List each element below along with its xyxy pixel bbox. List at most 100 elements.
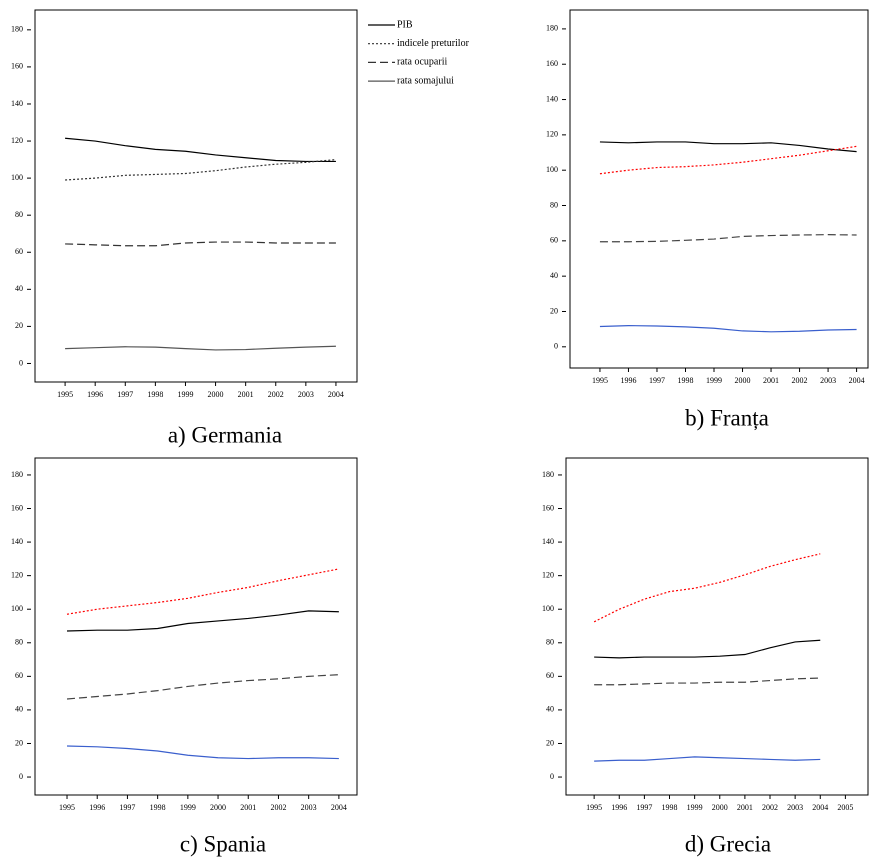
y-tick-label: 100: [542, 604, 554, 613]
series-line: [67, 610, 339, 632]
y-tick-label: 140: [542, 537, 554, 546]
y-tick-label: 180: [546, 24, 558, 33]
x-tick-label: 1998: [662, 803, 678, 812]
x-tick-label: 1995: [592, 376, 608, 385]
x-tick-label: 2000: [208, 390, 224, 399]
x-tick-label: 2001: [763, 376, 779, 385]
y-tick-label: 60: [15, 247, 23, 256]
legend-label: rata somajului: [397, 75, 454, 86]
x-tick-label: 1999: [706, 376, 722, 385]
x-tick-label: 2004: [812, 803, 828, 812]
x-tick-label: 2004: [849, 376, 865, 385]
y-tick-label: 80: [546, 638, 554, 647]
series-line: [599, 145, 857, 175]
chart-caption: b) Franța: [685, 405, 769, 430]
x-tick-label: 1999: [177, 390, 193, 399]
chart-caption: c) Spania: [180, 831, 266, 856]
y-tick-label: 60: [15, 671, 23, 680]
y-tick-label: 120: [542, 570, 554, 579]
y-tick-label: 120: [11, 136, 23, 145]
y-tick-label: 80: [15, 638, 23, 647]
y-tick-label: 40: [15, 284, 23, 293]
chart-caption: d) Grecia: [685, 831, 771, 856]
x-tick-label: 2003: [301, 803, 317, 812]
x-tick-label: 2002: [762, 803, 778, 812]
y-tick-label: 100: [11, 604, 23, 613]
y-tick-label: 180: [542, 470, 554, 479]
y-tick-label: 180: [11, 25, 23, 34]
y-tick-label: 140: [11, 99, 23, 108]
x-tick-label: 2001: [737, 803, 753, 812]
plot-frame: [34, 9, 358, 383]
y-tick-label: 20: [15, 321, 23, 330]
series-line: [65, 158, 336, 181]
x-tick-label: 2001: [238, 390, 254, 399]
series-line: [67, 745, 339, 760]
y-tick-label: 160: [11, 503, 23, 512]
series-line: [599, 141, 857, 153]
legend-label: PIB: [397, 19, 413, 30]
y-tick-label: 40: [15, 705, 23, 714]
x-tick-label: 1997: [117, 390, 133, 399]
series-line: [594, 756, 821, 762]
x-tick-label: 2005: [837, 803, 853, 812]
series-line: [65, 345, 336, 351]
y-tick-label: 140: [11, 537, 23, 546]
x-tick-label: 1998: [150, 803, 166, 812]
y-tick-label: 160: [11, 62, 23, 71]
y-tick-label: 80: [15, 210, 23, 219]
x-tick-label: 2003: [820, 376, 836, 385]
plot-frame: [565, 457, 869, 796]
chart-caption: a) Germania: [168, 422, 282, 447]
series-line: [65, 241, 336, 247]
series-line: [599, 234, 857, 243]
x-tick-label: 1999: [687, 803, 703, 812]
x-tick-label: 2003: [787, 803, 803, 812]
series-line: [65, 137, 336, 163]
y-tick-label: 160: [542, 503, 554, 512]
x-tick-label: 1995: [57, 390, 73, 399]
legend-label: rata ocuparii: [397, 57, 447, 68]
x-tick-label: 1997: [636, 803, 652, 812]
y-tick-label: 0: [550, 772, 554, 781]
x-tick-label: 2003: [298, 390, 314, 399]
legend-label: indicele preturilor: [397, 38, 470, 49]
plot-frame: [34, 457, 358, 796]
y-tick-label: 40: [550, 271, 558, 280]
x-tick-label: 2002: [270, 803, 286, 812]
x-tick-label: 1995: [586, 803, 602, 812]
x-tick-label: 2004: [331, 803, 347, 812]
y-tick-label: 0: [19, 772, 23, 781]
y-tick-label: 120: [546, 130, 558, 139]
x-tick-label: 1996: [89, 803, 105, 812]
series-line: [66, 568, 339, 615]
y-tick-label: 100: [546, 165, 558, 174]
y-tick-label: 140: [546, 94, 558, 103]
x-tick-label: 1995: [59, 803, 75, 812]
x-tick-label: 2000: [735, 376, 751, 385]
y-tick-label: 40: [546, 705, 554, 714]
x-tick-label: 2002: [268, 390, 284, 399]
y-tick-label: 120: [11, 570, 23, 579]
y-tick-label: 180: [11, 470, 23, 479]
x-tick-label: 2004: [328, 390, 344, 399]
series-line: [593, 553, 821, 623]
series-line: [594, 639, 821, 659]
x-tick-label: 1996: [87, 390, 103, 399]
y-tick-label: 80: [550, 200, 558, 209]
y-tick-label: 20: [546, 738, 554, 747]
y-tick-label: 60: [550, 236, 558, 245]
y-tick-label: 20: [550, 306, 558, 315]
series-line: [66, 674, 339, 700]
series-line: [594, 677, 821, 686]
x-tick-label: 1998: [147, 390, 163, 399]
x-tick-label: 2000: [712, 803, 728, 812]
y-tick-label: 60: [546, 671, 554, 680]
x-tick-label: 2000: [210, 803, 226, 812]
y-tick-label: 20: [15, 738, 23, 747]
y-tick-label: 0: [554, 342, 558, 351]
x-tick-label: 1997: [119, 803, 135, 812]
plot-frame: [569, 9, 869, 369]
y-tick-label: 100: [11, 173, 23, 182]
